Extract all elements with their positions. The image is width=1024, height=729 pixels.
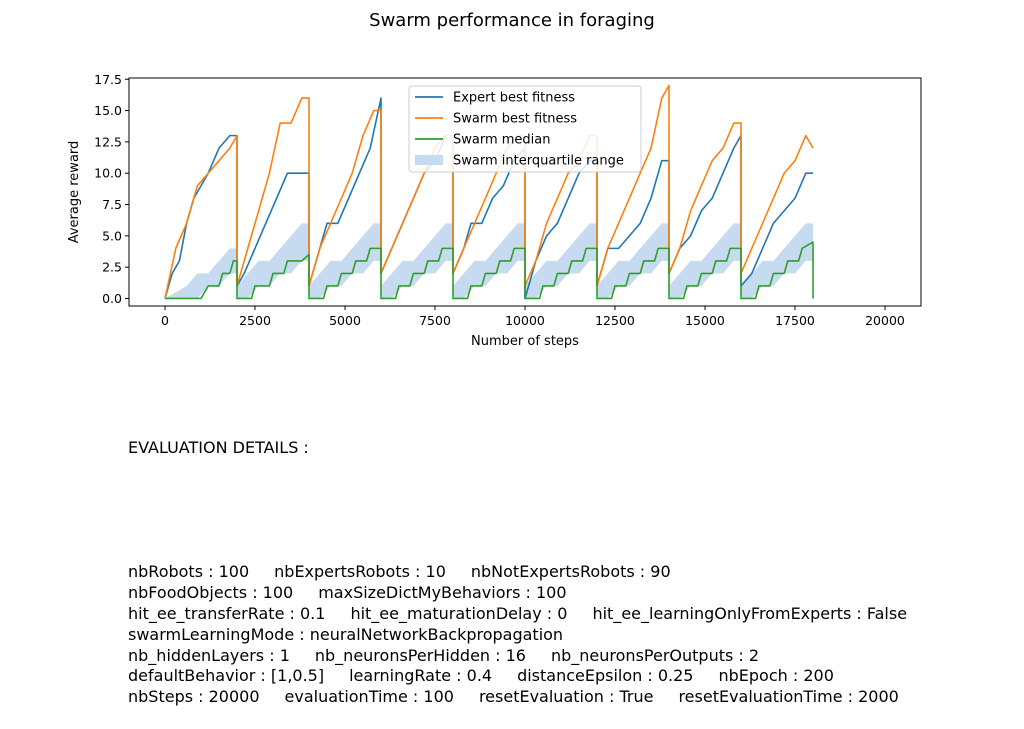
details-item: hit_ee_transferRate : 0.1 <box>128 603 326 623</box>
expert-best-fitness-line <box>164 97 813 300</box>
details-item: maxSizeDictMyBehaviors : 100 <box>318 583 567 603</box>
details-spacer <box>128 500 907 521</box>
y-tick-label: 7.5 <box>102 197 122 212</box>
y-tick-label: 5.0 <box>102 228 122 243</box>
x-tick-label: 2500 <box>239 313 271 328</box>
details-line: hit_ee_transferRate : 0.1 hit_ee_maturati… <box>128 604 907 625</box>
y-tick-label: 12.5 <box>94 134 122 149</box>
details-item: evaluationTime : 100 <box>284 687 454 707</box>
details-item: nbEpoch : 200 <box>718 666 834 686</box>
chart-title: Swarm performance in foraging <box>369 10 655 31</box>
details-item: nbFoodObjects : 100 <box>128 583 294 603</box>
details-item: hit_ee_maturationDelay : 0 <box>350 603 568 623</box>
details-item: distanceEpsilon : 0.25 <box>517 666 694 686</box>
x-tick-label: 0 <box>161 313 169 328</box>
swarm-interquartile-range-episode-8 <box>669 223 741 299</box>
y-tick-label: 0.0 <box>102 291 122 306</box>
x-tick-label: 5000 <box>329 313 361 328</box>
swarm-interquartile-range-episode-9 <box>741 223 813 299</box>
details-item: nb_hiddenLayers : 1 <box>128 645 290 665</box>
details-line: nb_hiddenLayers : 1 nb_neuronsPerHidden :… <box>128 646 907 667</box>
swarm-interquartile-range-episode-2 <box>237 223 309 299</box>
swarm-interquartile-range-episode-6 <box>525 223 597 299</box>
swarm-interquartile-range-legend-label: Swarm interquartile range <box>453 154 624 169</box>
details-item: nbSteps : 20000 <box>128 687 260 707</box>
expert-best-fitness-legend-label: Expert best fitness <box>453 91 575 106</box>
details-line: nbFoodObjects : 100 maxSizeDictMyBehavior… <box>128 583 907 604</box>
details-item: nb_neuronsPerHidden : 16 <box>314 645 526 665</box>
details-item: learningRate : 0.4 <box>349 666 493 686</box>
evaluation-details: EVALUATION DETAILS : nbRobots : 100 nbExp… <box>128 396 907 729</box>
iqr-band-group <box>165 223 813 299</box>
details-item: nbRobots : 100 <box>128 562 250 582</box>
details-heading: EVALUATION DETAILS : <box>128 437 309 457</box>
y-axis: 0.0 2.5 5.0 7.5 10.0 12.5 15.0 17.5 <box>94 72 129 306</box>
swarm-interquartile-range-legend-swatch <box>415 155 443 165</box>
details-line: nbSteps : 20000 evaluationTime : 100 reset… <box>128 687 907 708</box>
details-item: resetEvaluation : True <box>478 687 654 707</box>
y-tick-label: 17.5 <box>94 72 122 87</box>
x-axis-label: Number of steps <box>471 334 579 349</box>
y-tick-label: 10.0 <box>94 166 122 181</box>
details-line: swarmLearningMode : neuralNetworkBackpro… <box>128 625 907 646</box>
y-axis-label: Average reward <box>67 141 82 244</box>
x-tick-label: 10000 <box>505 313 545 328</box>
details-item: nbNotExpertsRobots : 90 <box>470 562 671 582</box>
details-lines: nbRobots : 100 nbExpertsRobots : 10 nbNotE… <box>128 562 907 708</box>
x-tick-label: 20000 <box>865 313 905 328</box>
details-item: hit_ee_learningOnlyFromExperts : False <box>592 603 908 623</box>
swarm-median-line <box>165 241 814 300</box>
x-axis: 0 2500 5000 7500 10000 12500 15000 17500 20000 <box>161 306 905 328</box>
x-tick-label: 7500 <box>419 313 451 328</box>
details-item: resetEvaluationTime : 2000 <box>678 687 899 707</box>
swarm-interquartile-range-episode-7 <box>597 223 669 299</box>
legend: Expert best fitness Swarm best fitness Swa… <box>408 85 642 173</box>
swarm-interquartile-range-episode-4 <box>381 223 453 299</box>
swarm-median-legend-label: Swarm median <box>453 133 551 148</box>
details-item: defaultBehavior : [1,0.5] <box>128 666 325 686</box>
swarm-interquartile-range-episode-3 <box>309 223 381 299</box>
swarm-best-fitness-line <box>164 84 814 299</box>
x-tick-label: 12500 <box>595 313 635 328</box>
swarm-best-fitness-legend-label: Swarm best fitness <box>453 112 577 127</box>
y-tick-label: 15.0 <box>94 103 122 118</box>
x-tick-label: 15000 <box>685 313 725 328</box>
chart: 0 2500 5000 7500 10000 12500 15000 17500 20000 0… <box>67 72 922 349</box>
details-item: nb_neuronsPerOutputs : 2 <box>550 645 760 665</box>
swarm-interquartile-range-episode-5 <box>453 223 525 299</box>
details-line: nbRobots : 100 nbExpertsRobots : 10 nbNotE… <box>128 562 907 583</box>
series-lines-group <box>164 84 814 300</box>
details-item: swarmLearningMode : neuralNetworkBackpro… <box>128 624 564 644</box>
details-line: defaultBehavior : [1,0.5] learningRate : … <box>128 666 907 687</box>
legend-box <box>408 85 642 173</box>
details-item: nbExpertsRobots : 10 <box>274 562 446 582</box>
y-tick-label: 2.5 <box>102 260 122 275</box>
x-tick-label: 17500 <box>775 313 815 328</box>
